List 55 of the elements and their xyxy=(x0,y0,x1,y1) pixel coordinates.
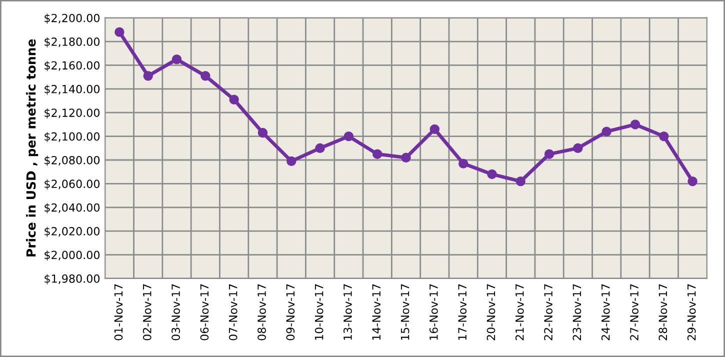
x-tick-label: 08-Nov-17 xyxy=(258,284,266,340)
y-tick-label: $2,060.00 xyxy=(44,179,100,190)
x-tick-label: 02-Nov-17 xyxy=(142,284,152,340)
y-tick-label: $2,040.00 xyxy=(44,203,100,214)
point xyxy=(401,152,411,162)
point xyxy=(315,143,325,154)
y-tick-label: $1,980.00 xyxy=(44,274,100,284)
x-tick-label: 07-Nov-17 xyxy=(228,284,238,340)
point xyxy=(573,143,583,154)
y-tick-label: $2,120.00 xyxy=(44,108,100,118)
x-tick-label: 20-Nov-17 xyxy=(486,284,496,340)
point xyxy=(114,27,124,37)
x-tick-label: 23-Nov-17 xyxy=(572,284,582,340)
point xyxy=(229,94,239,104)
point xyxy=(487,169,497,180)
x-tick-label: 03-Nov-17 xyxy=(172,284,180,340)
y-tick-label: $2,160.00 xyxy=(44,61,100,72)
point xyxy=(200,71,210,81)
point xyxy=(688,176,698,186)
x-tick-label: 14-Nov-17 xyxy=(372,284,381,340)
point xyxy=(630,120,640,130)
y-tick-label: $2,020.00 xyxy=(44,226,100,237)
x-tick-label: 27-Nov-17 xyxy=(630,284,638,340)
y-tick-label: $2,140.00 xyxy=(44,84,100,95)
y-tick-label: $2,000.00 xyxy=(44,250,100,261)
point xyxy=(286,156,296,166)
point xyxy=(143,71,153,81)
x-tick-label: 01-Nov-17 xyxy=(114,284,123,340)
y-tick-label: $2,100.00 xyxy=(44,132,100,142)
x-tick-label: 28-Nov-17 xyxy=(658,284,668,340)
x-tick-label: 13-Nov-17 xyxy=(344,284,352,340)
point xyxy=(372,149,382,159)
point xyxy=(516,176,526,186)
x-tick-label: 24-Nov-17 xyxy=(601,284,610,340)
point xyxy=(544,149,554,159)
point xyxy=(659,131,669,142)
point xyxy=(458,158,468,168)
x-tick-label: 06-Nov-17 xyxy=(200,284,209,340)
point xyxy=(258,128,268,138)
point xyxy=(430,124,440,134)
y-tick-label: $2,180.00 xyxy=(44,37,100,48)
x-tick-label: 15-Nov-17 xyxy=(400,284,410,340)
point xyxy=(344,131,354,142)
x-tick-label: 17-Nov-17 xyxy=(458,284,467,340)
x-tick-label: 21-Nov-17 xyxy=(515,284,524,340)
x-tick-label: 16-Nov-17 xyxy=(429,284,438,340)
x-tick-label: 29-Nov-17 xyxy=(687,284,696,340)
y-axis-title: Price in USD , per metric tonne xyxy=(26,39,38,256)
y-tick-label: $2,080.00 xyxy=(44,156,100,166)
x-tick-label: 09-Nov-17 xyxy=(286,284,295,340)
point xyxy=(602,126,612,136)
y-tick-label: $2,200.00 xyxy=(44,14,100,24)
point xyxy=(172,54,182,64)
x-tick-label: 22-Nov-17 xyxy=(544,284,552,340)
x-tick-label: 10-Nov-17 xyxy=(314,284,324,340)
